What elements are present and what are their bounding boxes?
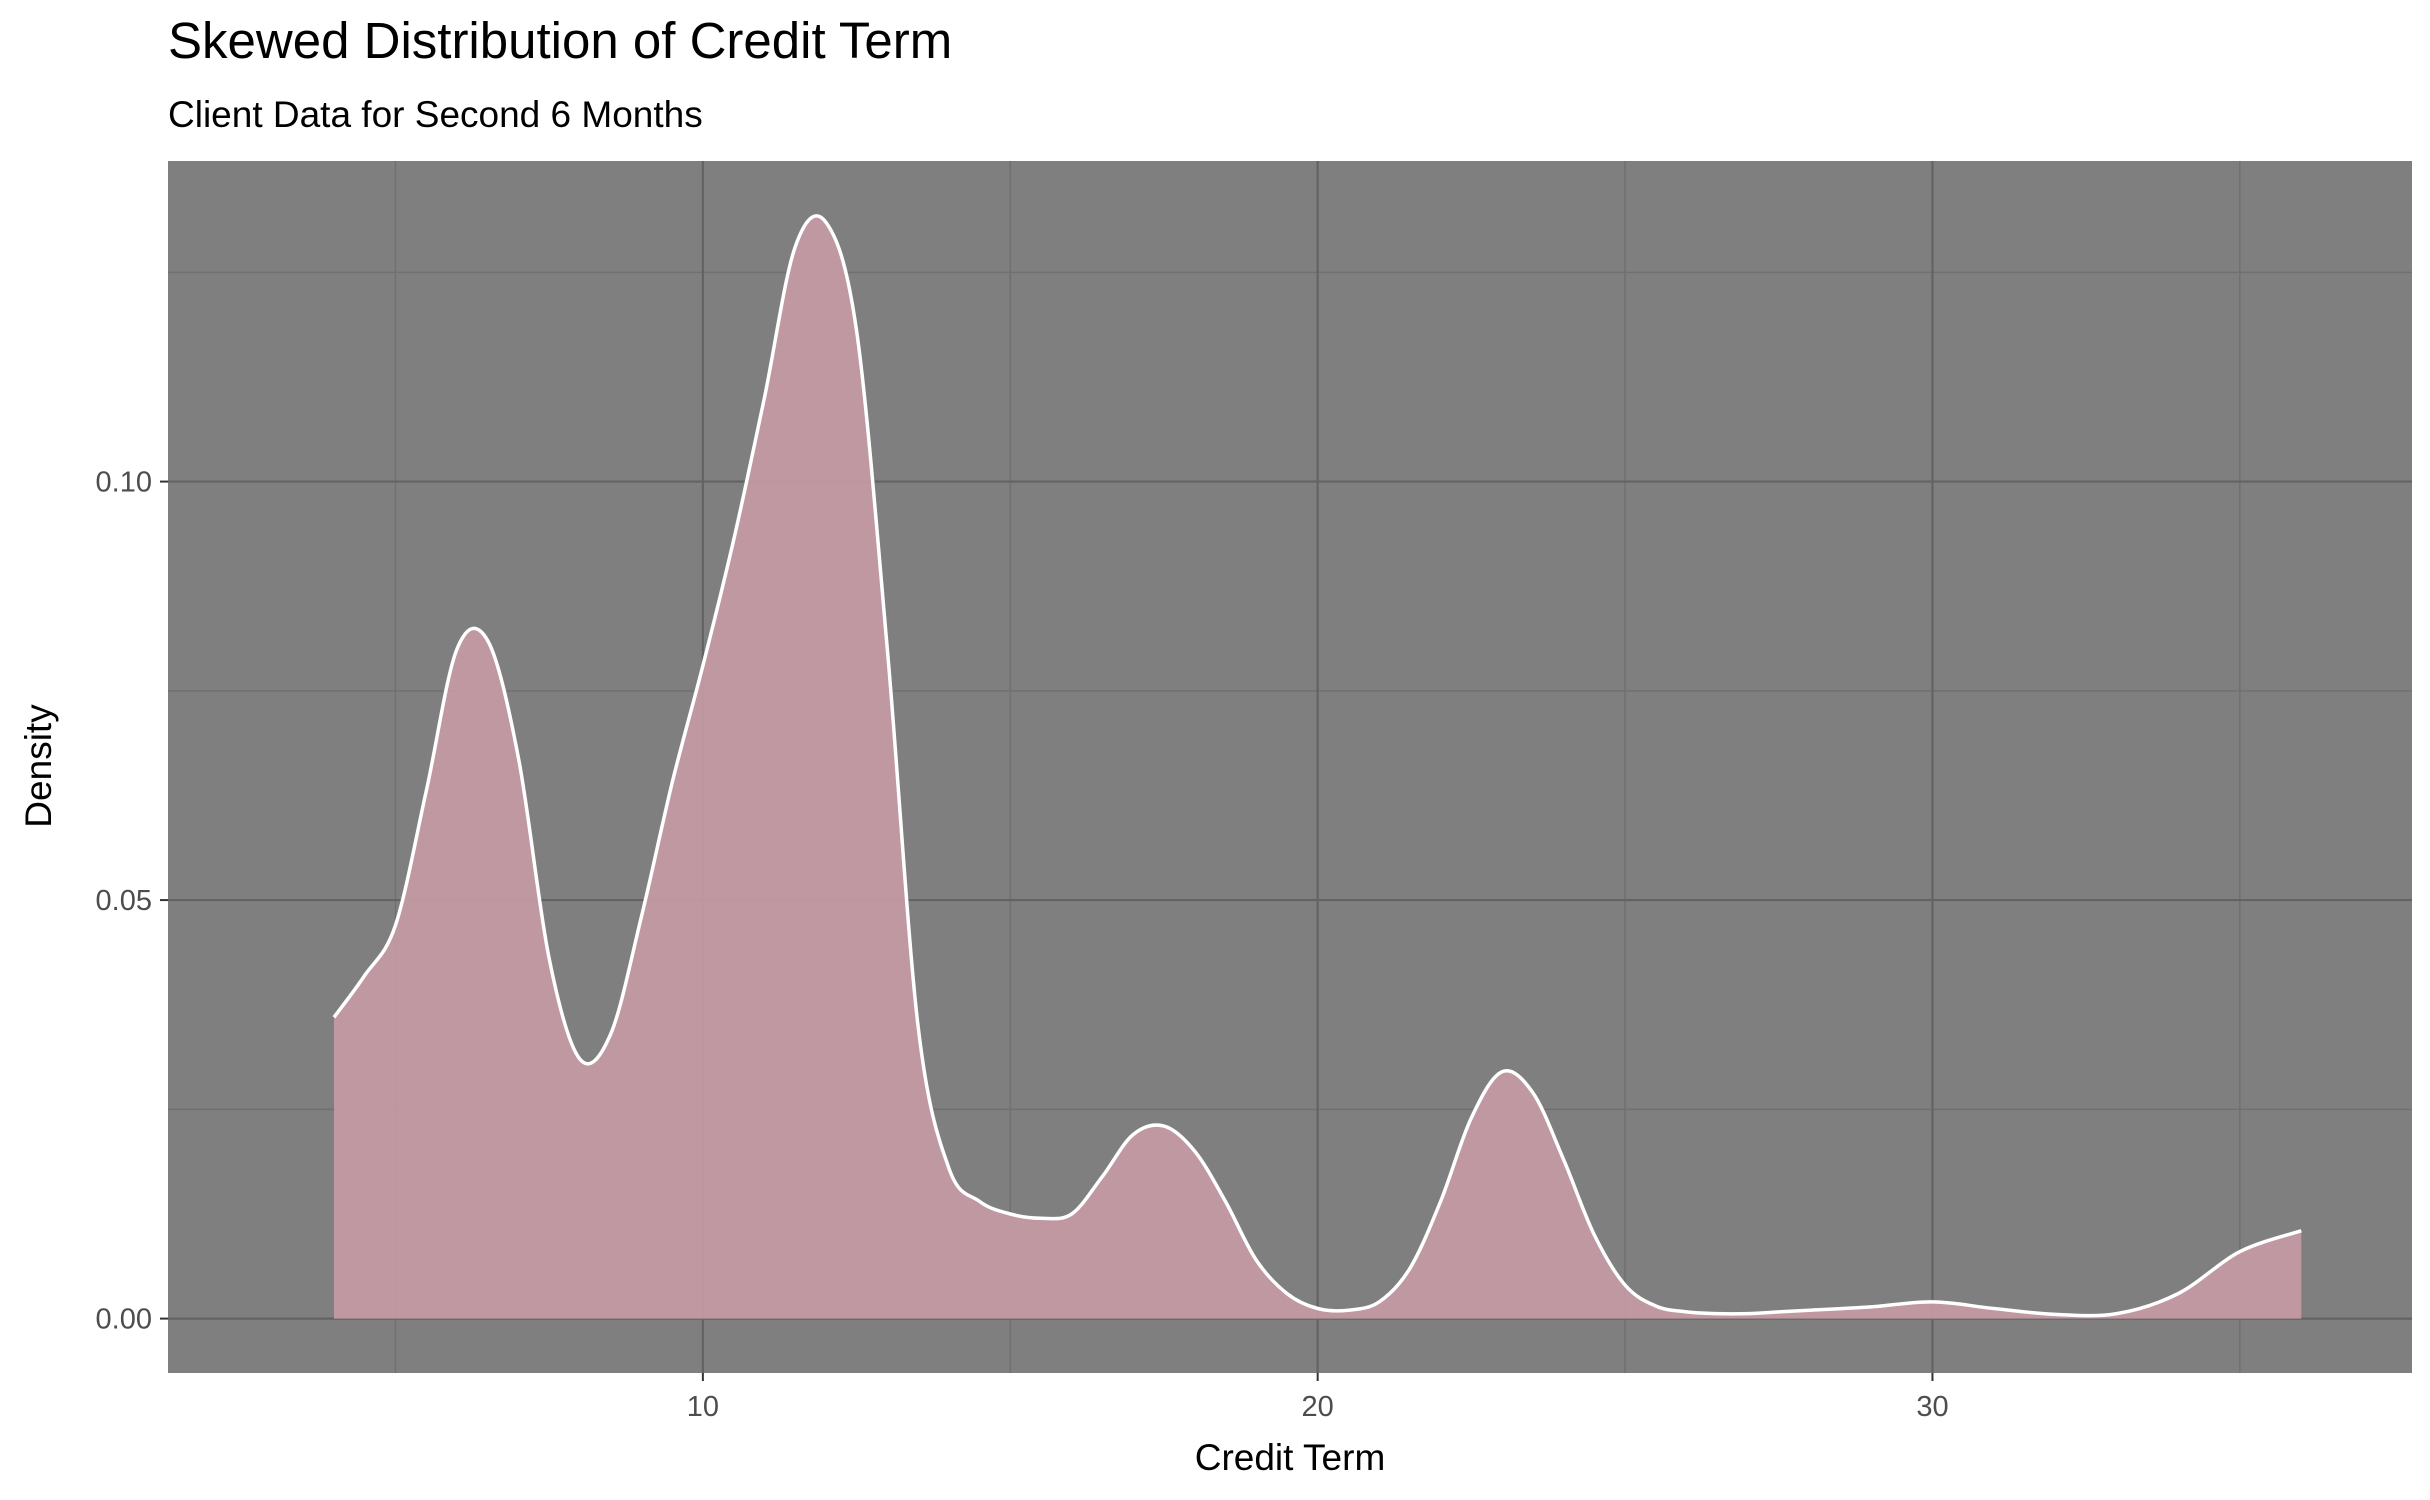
density-line — [332, 214, 2302, 1318]
y-axis-ticks: 0.00 0.05 0.10 — [96, 467, 168, 1336]
x-tick-label: 10 — [687, 1391, 719, 1423]
x-axis-title: Credit Term — [1195, 1437, 1386, 1478]
chart-title: Skewed Distribution of Credit Term — [168, 12, 952, 69]
chart-subtitle: Client Data for Second 6 Months — [168, 94, 703, 135]
y-tick-label: 0.05 — [96, 885, 152, 917]
y-axis-title: Density — [18, 704, 59, 828]
x-axis-ticks: 10 20 30 — [687, 1373, 1949, 1423]
x-tick-label: 20 — [1302, 1391, 1334, 1423]
y-tick-label: 0.10 — [96, 467, 152, 499]
x-tick-label: 30 — [1916, 1391, 1948, 1423]
y-tick-label: 0.00 — [96, 1304, 152, 1336]
density-area — [334, 215, 2302, 1319]
grid-minor — [168, 161, 2412, 1373]
